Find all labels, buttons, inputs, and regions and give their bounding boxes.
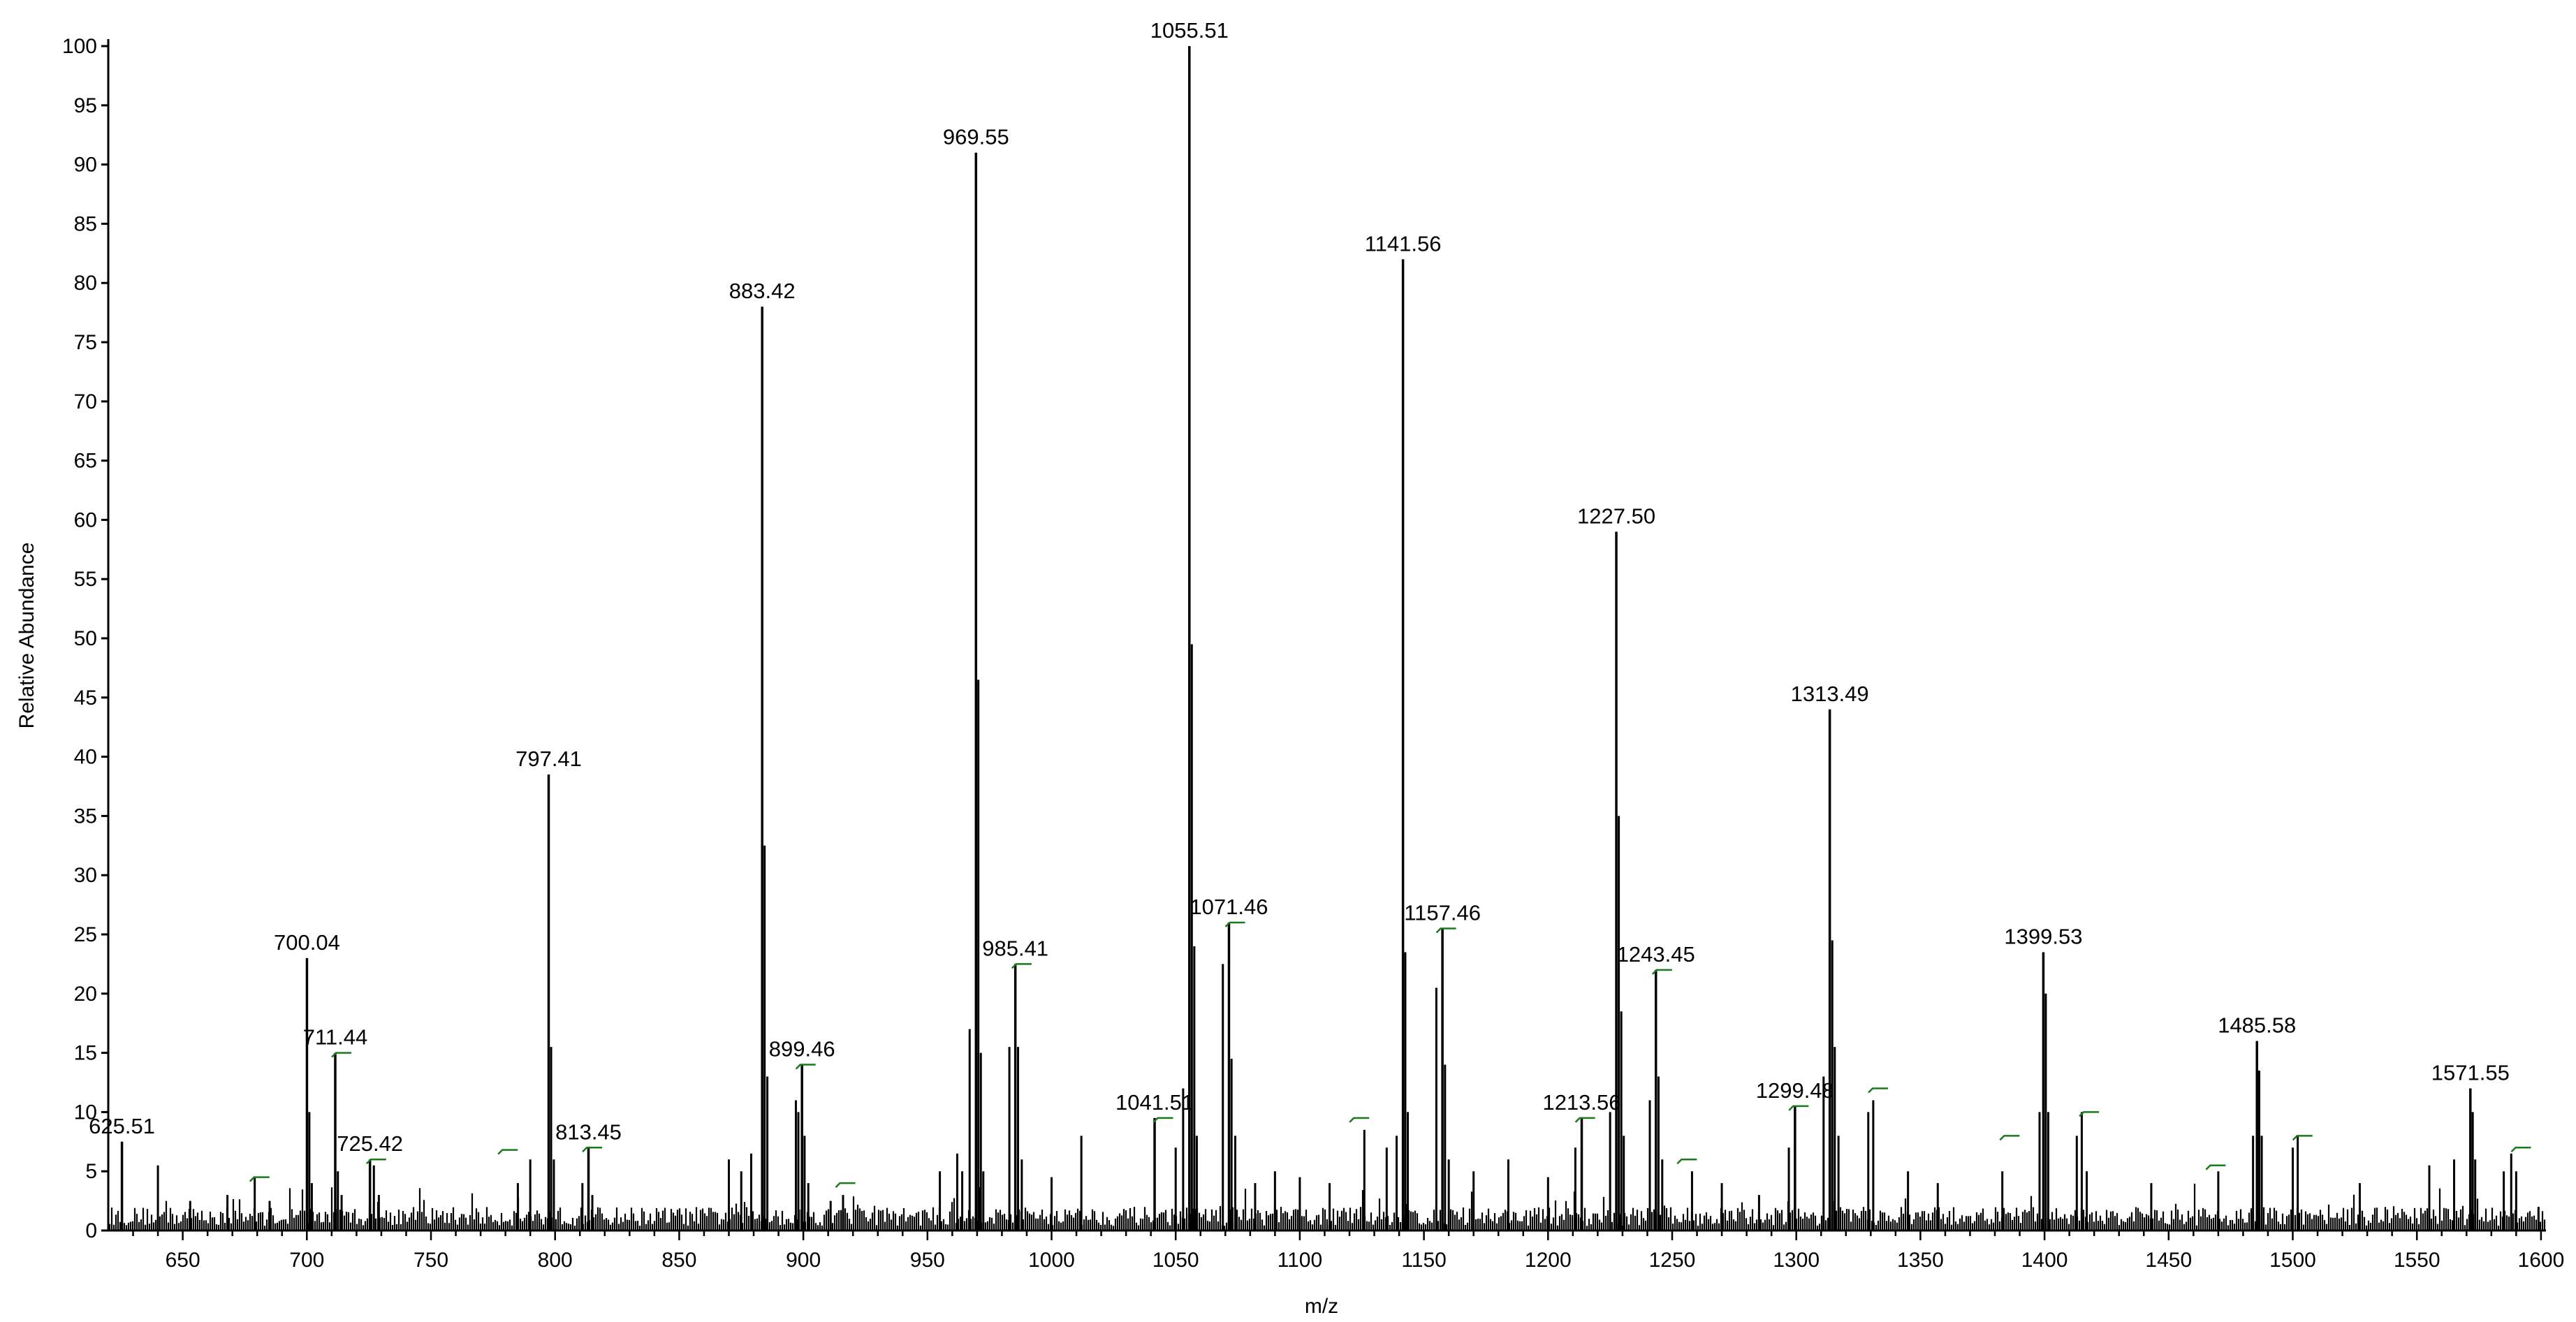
peak-label: 1227.50 [1577,504,1655,528]
x-tick-label: 650 [166,1249,200,1272]
y-tick-label: 0 [85,1219,97,1242]
isotope-marker [497,1149,518,1155]
isotope-marker [1788,1105,1809,1111]
y-tick-label: 45 [74,686,97,710]
peak-label: 1071.46 [1190,895,1268,919]
x-tick-label: 1050 [1152,1249,1199,1272]
y-tick-label: 60 [74,508,97,531]
isotope-marker [835,1182,856,1189]
y-tick-label: 95 [74,94,97,117]
y-tick-label: 90 [74,154,97,177]
x-tick-label: 1100 [1278,1249,1323,1272]
x-tick-label: 1150 [1401,1249,1447,1272]
x-tick-label: 700 [289,1249,324,1272]
x-tick-label: 850 [661,1249,696,1272]
peak-label: 899.46 [769,1037,835,1062]
peak-labels-layer: 625.51 700.04 711.44 725.42 797.41 813.45 883.… [89,18,2510,1156]
y-tick-label: 30 [74,864,97,887]
peak-label: 625.51 [89,1114,155,1138]
x-tick-label: 1600 [2518,1249,2565,1272]
y-tick-label: 75 [74,331,97,354]
peak-label: 1041.51 [1115,1090,1194,1115]
y-tick-label: 70 [74,390,97,413]
x-tick-label: 1500 [2269,1249,2316,1272]
isotope-marker [582,1147,603,1153]
y-axis-title: Relative Abundance [15,543,38,729]
peak-label: 1243.45 [1617,942,1695,967]
peak-label: 1299.48 [1756,1078,1834,1103]
y-tick-label: 25 [74,923,97,946]
isotope-marker [331,1052,352,1058]
x-tick-label: 1300 [1773,1249,1820,1272]
isotope-marker [249,1176,270,1182]
y-tick-label: 20 [74,983,97,1006]
isotope-marker [1676,1158,1697,1165]
peak-label: 1213.56 [1542,1090,1620,1115]
y-tick-label: 40 [74,746,97,769]
y-tick-label: 80 [74,272,97,295]
x-tick-label: 900 [786,1249,821,1272]
isotope-marker [795,1064,816,1070]
peak-label: 725.42 [337,1131,403,1156]
isotope-marker [1435,927,1456,934]
isotope-marker [2292,1135,2313,1141]
isotope-marker [1651,969,1672,975]
peak-label: 1157.46 [1404,901,1481,925]
peak-label: 1313.49 [1791,682,1869,706]
y-tick-label: 55 [74,568,97,591]
y-tick-label: 35 [74,805,97,828]
baseline-noise-path [108,1184,2546,1231]
isotope-marker [1349,1117,1370,1123]
y-tick-label: 65 [74,450,97,473]
peak-label: 883.42 [729,279,796,303]
isotope-marker [2079,1111,2100,1117]
isotope-marker [2510,1147,2531,1153]
x-axis-title: m/z [1305,1295,1338,1318]
y-tick-label: 10 [74,1101,97,1124]
peak-label: 700.04 [274,930,340,955]
y-axis-ticks: 0 5 10 15 20 25 30 35 40 45 50 55 60 65 70 75 80 85 90 95 10… [62,35,108,1242]
x-tick-label: 1200 [1525,1249,1572,1272]
peak-label: 969.55 [943,125,1009,149]
x-tick-label: 950 [910,1249,945,1272]
axes-layer [107,39,2546,1232]
x-tick-label: 1250 [1649,1249,1696,1272]
isotope-marker [1011,963,1032,969]
peak-label: 1485.58 [2218,1013,2296,1038]
x-tick-label: 1400 [2021,1249,2068,1272]
peak-label: 1141.56 [1365,231,1442,256]
x-tick-label: 1450 [2145,1249,2192,1272]
peaks-layer [120,46,2540,1231]
isotope-marker [1574,1117,1595,1123]
peak-label: 1055.51 [1150,18,1229,43]
x-axis-ticks: 650 700 750 800 850 900 950 1000 1050 1100 1150 120… [132,1231,2565,1272]
peak-label: 1399.53 [2004,924,2082,948]
peak-label: 1571.55 [2431,1060,2510,1085]
x-tick-label: 750 [414,1249,448,1272]
x-tick-label: 1350 [1897,1249,1944,1272]
x-tick-label: 800 [538,1249,573,1272]
isotope-marker [1868,1087,1888,1094]
x-tick-label: 1550 [2394,1249,2440,1272]
peak-label: 797.41 [515,747,582,771]
baseline-noise [108,1184,2546,1231]
isotope-marker [1999,1135,2020,1141]
y-tick-label: 85 [74,212,97,235]
peak-label: 813.45 [555,1119,622,1144]
isotope-marker [1152,1117,1173,1123]
isotope-marker [365,1158,386,1165]
y-tick-label: 100 [62,35,97,58]
isotope-markers-layer [249,921,2531,1189]
isotope-marker [1224,921,1245,927]
peak-label: 985.41 [982,936,1048,960]
y-tick-label: 15 [74,1042,97,1065]
peak-label: 711.44 [303,1025,368,1050]
isotope-marker [2205,1164,2226,1170]
y-tick-label: 50 [74,627,97,650]
y-tick-label: 5 [85,1160,97,1183]
x-tick-label: 1000 [1028,1249,1075,1272]
